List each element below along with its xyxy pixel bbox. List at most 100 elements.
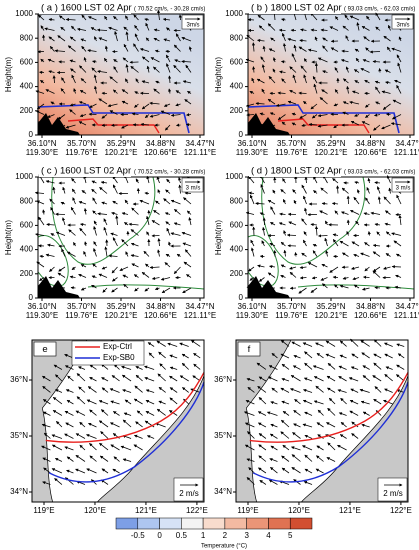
wind-vector [362, 375, 370, 382]
wind-vector [341, 49, 349, 53]
wind-vector [384, 222, 391, 226]
wind-vector [293, 199, 297, 205]
wind-vector [65, 124, 76, 129]
wind-vector [291, 454, 301, 462]
wind-vector [342, 101, 349, 105]
wind-vector [394, 79, 402, 84]
y-tick-label: 34°N [10, 487, 28, 496]
wind-vector [64, 446, 74, 451]
wind-vector [243, 411, 255, 416]
wind-vector [182, 242, 192, 247]
wind-vector [259, 112, 265, 116]
wind-vector [385, 231, 391, 236]
wind-vector [153, 28, 160, 32]
wind-vector [326, 387, 336, 393]
wind-vector [301, 184, 307, 194]
panel-label: e [42, 344, 47, 355]
wind-vector [247, 386, 255, 393]
wind-vector [79, 90, 87, 94]
contour-red [67, 118, 160, 134]
wind-vector [104, 246, 108, 257]
wind-vector [162, 17, 171, 22]
wind-vector [173, 222, 181, 226]
wind-vector [250, 239, 255, 247]
wind-vector [124, 78, 129, 84]
wind-vector [78, 386, 86, 393]
y-axis-label: Height(m) [214, 220, 223, 255]
wind-vector [270, 401, 278, 405]
wind-vector [338, 365, 347, 370]
wind-vector [104, 15, 108, 21]
wind-vector [112, 237, 118, 247]
wind-vector [145, 215, 150, 226]
wind-vector [122, 389, 132, 393]
x-tick-lon: 120.21°E [104, 148, 137, 157]
wind-vector [145, 37, 150, 42]
wind-vector [385, 253, 391, 257]
wind-vector [289, 66, 297, 73]
wind-vector [156, 408, 166, 416]
wind-vector [298, 46, 307, 52]
y-tick-label: 200 [230, 269, 244, 278]
wind-vector [91, 188, 97, 194]
wind-vector [246, 458, 255, 462]
wind-vector [75, 433, 86, 439]
wind-vector [71, 74, 76, 84]
wind-vector [384, 210, 391, 215]
wind-vector [259, 480, 267, 485]
wind-vector [365, 197, 370, 205]
wind-vector [333, 124, 339, 129]
y-tick-label: 36°N [10, 375, 28, 384]
wind-vector [46, 222, 55, 227]
wind-vector [86, 468, 97, 474]
line-exp-sb0 [252, 381, 409, 483]
ref-vector-label: 3 m/s [186, 186, 201, 192]
wind-vector [258, 433, 267, 439]
wind-vector [93, 220, 97, 226]
wind-vector [342, 25, 349, 31]
wind-vector [248, 467, 255, 474]
wind-vector [141, 103, 150, 110]
wind-vector [356, 22, 360, 31]
wind-vector [392, 99, 402, 105]
wind-vector [165, 27, 171, 31]
wind-vector [353, 284, 360, 289]
wind-vector [342, 276, 349, 280]
wind-vector [281, 467, 290, 474]
wind-vector [262, 226, 266, 236]
wind-vector [42, 481, 51, 485]
wind-vector [281, 18, 286, 22]
wind-vector [141, 271, 150, 278]
wind-vector [184, 249, 192, 257]
wind-vector [52, 75, 56, 84]
wind-vector [280, 189, 286, 194]
wind-vector [135, 78, 139, 84]
wind-vector [49, 198, 55, 205]
wind-vector [190, 340, 201, 347]
wind-vector [80, 287, 87, 291]
wind-vector [386, 46, 391, 52]
wind-vector [101, 468, 109, 474]
wind-vector [64, 365, 74, 370]
wind-vector [101, 201, 108, 205]
wind-vector [244, 444, 255, 451]
wind-vector [283, 230, 287, 236]
wind-vector [144, 191, 150, 195]
panel-label: ( b ) 1800 LST 02 Apr [251, 3, 342, 14]
contour-green [37, 176, 205, 290]
wind-vector [279, 70, 286, 74]
wind-vector [336, 185, 340, 194]
wind-vector [375, 410, 382, 416]
wind-vector [308, 122, 318, 127]
wind-vector [337, 389, 347, 393]
wind-vector [360, 400, 370, 405]
wind-vector [299, 276, 307, 280]
wind-vector [131, 207, 139, 215]
wind-vector [282, 410, 290, 416]
wind-vector [362, 287, 370, 291]
wind-vector [83, 250, 87, 257]
wind-vector [186, 210, 192, 215]
wind-vector [104, 45, 109, 52]
wind-vector [98, 98, 108, 105]
y-tick-label: 800 [230, 33, 244, 42]
